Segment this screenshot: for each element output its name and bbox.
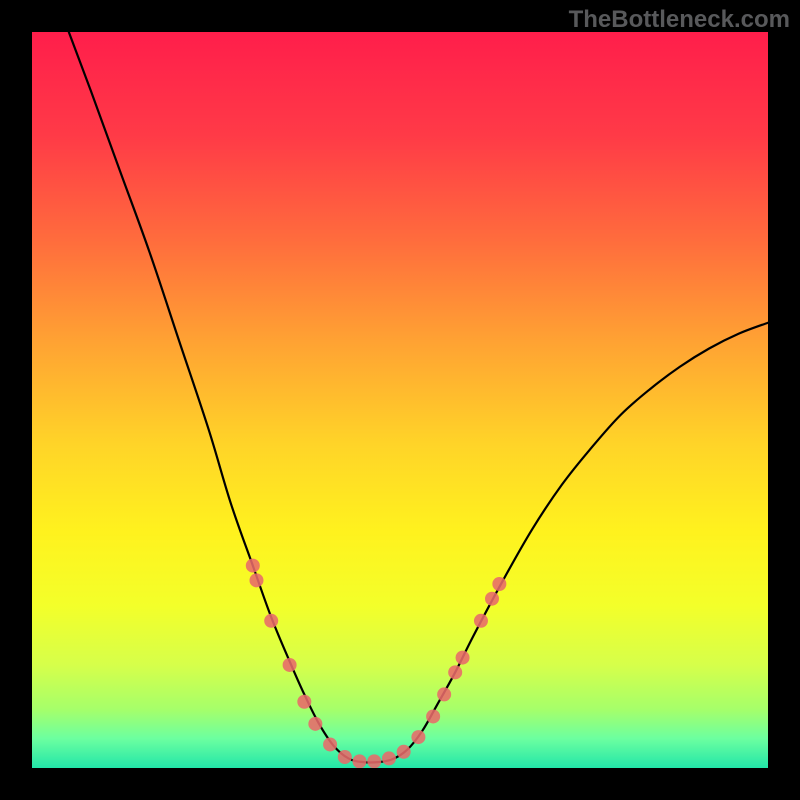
marker-point <box>297 695 311 709</box>
marker-point <box>308 717 322 731</box>
chart-frame: TheBottleneck.com <box>0 0 800 800</box>
marker-point <box>338 750 352 764</box>
marker-point <box>397 745 411 759</box>
marker-point <box>367 754 381 768</box>
marker-point <box>249 573 263 587</box>
marker-point <box>264 614 278 628</box>
marker-point <box>456 651 470 665</box>
marker-point <box>353 754 367 768</box>
marker-point <box>474 614 488 628</box>
marker-point <box>323 737 337 751</box>
marker-point <box>426 709 440 723</box>
marker-point <box>283 658 297 672</box>
marker-point <box>411 730 425 744</box>
marker-point <box>382 751 396 765</box>
marker-point <box>448 665 462 679</box>
marker-point <box>246 559 260 573</box>
marker-point <box>492 577 506 591</box>
bottleneck-chart <box>32 32 768 768</box>
watermark-text: TheBottleneck.com <box>569 6 790 34</box>
marker-point <box>437 687 451 701</box>
marker-point <box>485 592 499 606</box>
plot-background <box>32 32 768 768</box>
